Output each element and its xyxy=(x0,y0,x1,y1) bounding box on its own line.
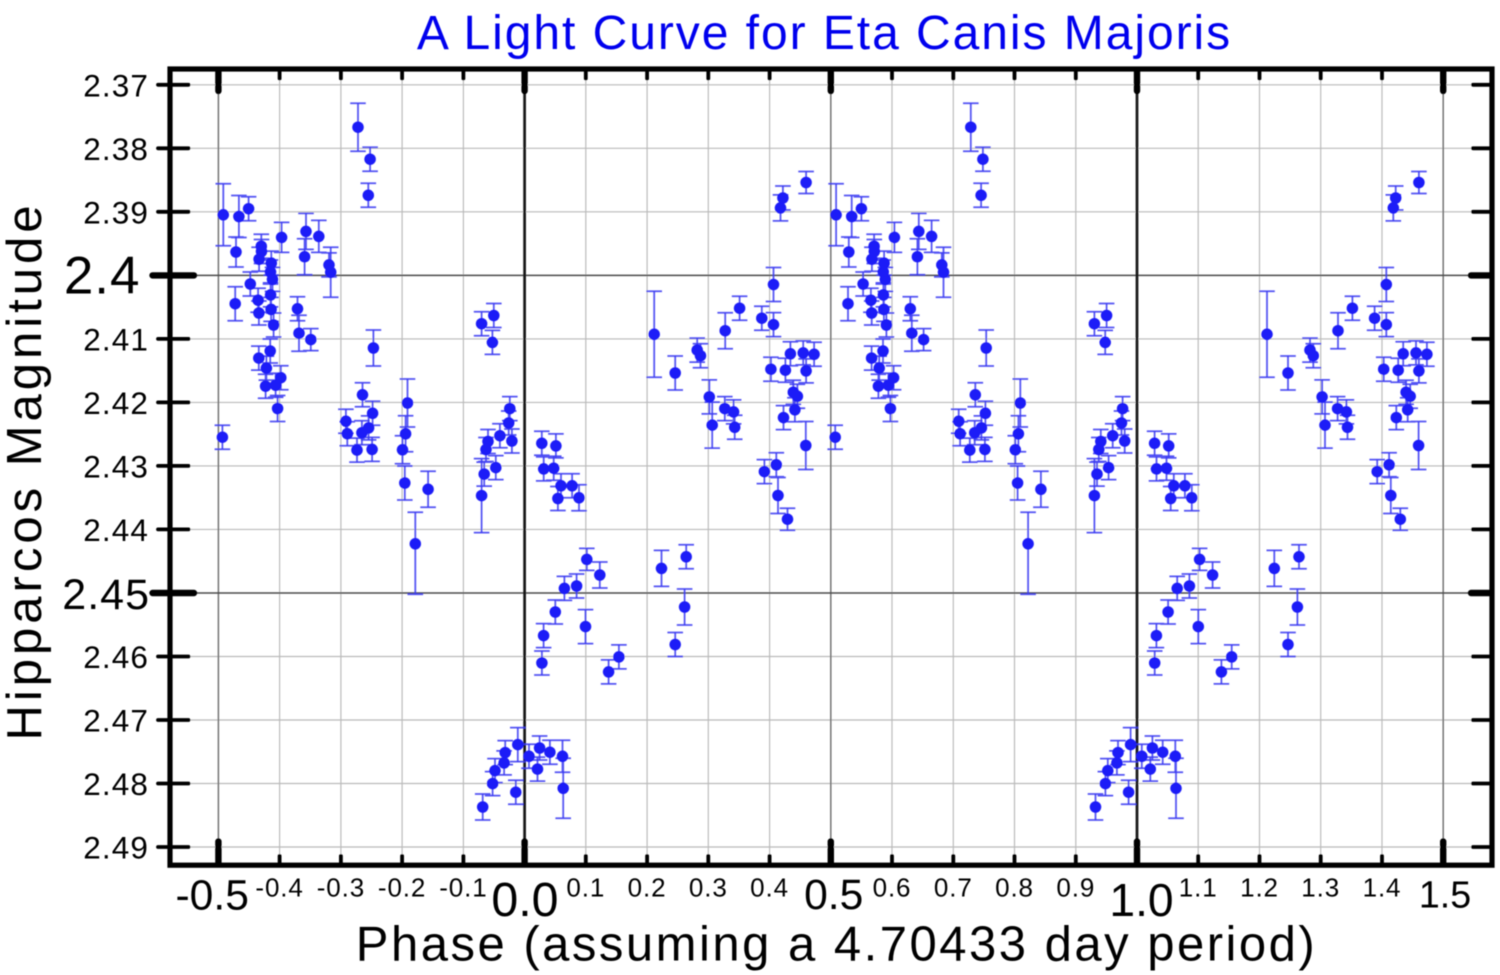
svg-text:2.46: 2.46 xyxy=(83,639,149,675)
svg-text:0.3: 0.3 xyxy=(689,873,728,903)
svg-text:0.2: 0.2 xyxy=(628,873,667,903)
svg-text:0.8: 0.8 xyxy=(995,873,1034,903)
svg-text:2.41: 2.41 xyxy=(83,321,149,357)
svg-text:Phase (assuming a 4.70433 day: Phase (assuming a 4.70433 day period) xyxy=(356,918,1317,972)
svg-text:2.38: 2.38 xyxy=(83,131,149,167)
svg-text:2.45: 2.45 xyxy=(62,571,150,619)
svg-text:2.48: 2.48 xyxy=(83,766,149,802)
svg-text:1.3: 1.3 xyxy=(1301,873,1340,903)
svg-text:2.47: 2.47 xyxy=(83,703,149,739)
svg-text:A Light Curve for Eta Canis Ma: A Light Curve for Eta Canis Majoris xyxy=(417,7,1232,60)
svg-text:-0.5: -0.5 xyxy=(175,872,248,920)
svg-text:0.1: 0.1 xyxy=(566,873,605,903)
svg-text:2.42: 2.42 xyxy=(83,385,149,421)
svg-text:-0.2: -0.2 xyxy=(378,873,426,903)
svg-text:2.44: 2.44 xyxy=(83,512,149,548)
svg-text:-0.4: -0.4 xyxy=(255,873,303,903)
svg-text:-0.3: -0.3 xyxy=(317,873,365,903)
svg-text:2.43: 2.43 xyxy=(83,448,149,484)
svg-text:1.0: 1.0 xyxy=(1109,874,1173,926)
svg-text:2.49: 2.49 xyxy=(83,830,149,866)
svg-text:1.5: 1.5 xyxy=(1419,873,1471,915)
svg-text:1.4: 1.4 xyxy=(1363,873,1402,903)
svg-text:2.4: 2.4 xyxy=(64,247,141,306)
svg-text:0.6: 0.6 xyxy=(873,873,912,903)
svg-text:0.9: 0.9 xyxy=(1056,873,1095,903)
svg-text:-0.1: -0.1 xyxy=(439,873,487,903)
svg-text:0.7: 0.7 xyxy=(934,873,973,903)
svg-text:0.0: 0.0 xyxy=(491,873,558,927)
svg-text:Hipparcos Magnitude: Hipparcos Magnitude xyxy=(0,201,52,740)
svg-text:2.39: 2.39 xyxy=(83,194,149,230)
svg-text:0.5: 0.5 xyxy=(804,871,863,919)
svg-text:1.2: 1.2 xyxy=(1240,873,1279,903)
svg-text:0.4: 0.4 xyxy=(750,873,789,903)
svg-text:2.37: 2.37 xyxy=(83,67,149,103)
svg-text:1.1: 1.1 xyxy=(1179,873,1218,903)
